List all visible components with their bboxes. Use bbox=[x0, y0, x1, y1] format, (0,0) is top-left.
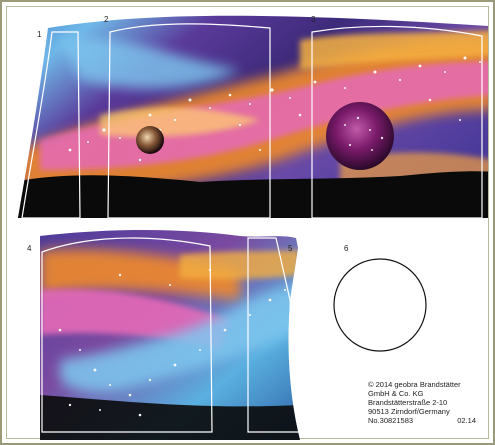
copyright-block: © 2014 geobra Brandstätter GmbH & Co. KG… bbox=[368, 380, 476, 425]
copyright-line-3: Brandstätterstraße 2-10 bbox=[368, 398, 448, 407]
part-label-3: 3 bbox=[311, 15, 316, 24]
part-label-2: 2 bbox=[104, 15, 109, 24]
copyright-line-2: GmbH & Co. KG bbox=[368, 389, 424, 398]
circle-part-6 bbox=[333, 258, 427, 352]
copyright-line-4: 90513 Zirndorf/Germany bbox=[368, 407, 450, 416]
cutout-1 bbox=[21, 31, 81, 219]
part-number-row: No.30821583 02.14 bbox=[368, 416, 476, 425]
part-label-1: 1 bbox=[37, 30, 42, 39]
bottom-panel-artwork bbox=[40, 230, 300, 440]
part-label-4: 4 bbox=[27, 244, 32, 253]
date-code: 02.14 bbox=[457, 416, 476, 425]
part-number: No.30821583 bbox=[368, 416, 414, 425]
part-label-5: 5 bbox=[288, 244, 293, 253]
small-planet bbox=[136, 126, 164, 154]
cut-outlines bbox=[21, 23, 483, 433]
cutout-5 bbox=[247, 237, 301, 433]
cutout-2 bbox=[107, 23, 271, 219]
copyright-line-1: © 2014 geobra Brandstätter bbox=[368, 380, 461, 389]
cutout-4 bbox=[41, 237, 213, 433]
large-planet bbox=[326, 102, 394, 170]
part-label-6: 6 bbox=[344, 244, 349, 253]
top-panel-artwork bbox=[18, 15, 488, 218]
cutout-3 bbox=[311, 25, 483, 219]
